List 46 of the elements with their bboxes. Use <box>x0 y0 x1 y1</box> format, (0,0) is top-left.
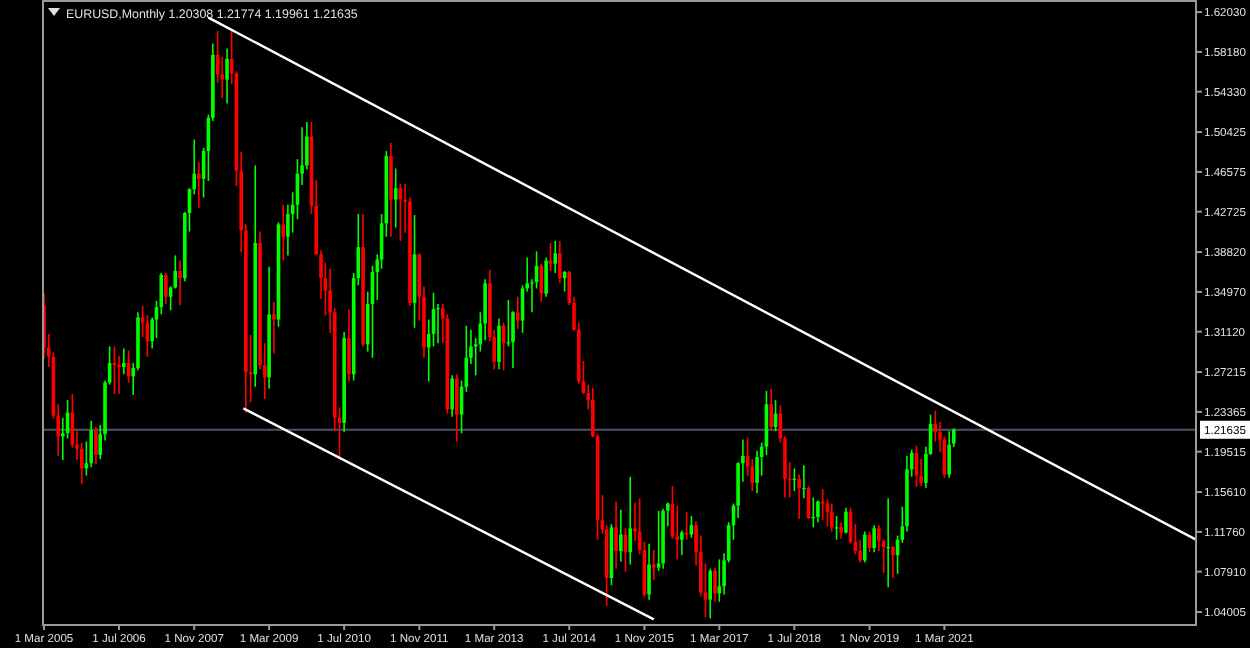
candlestick <box>393 167 398 229</box>
candlestick <box>769 387 774 431</box>
candlestick <box>647 543 651 601</box>
candlestick <box>844 506 848 535</box>
candlestick <box>872 524 876 553</box>
candlestick <box>117 354 121 395</box>
candlestick <box>816 499 820 523</box>
candlestick <box>839 521 843 540</box>
candlestick <box>947 430 951 479</box>
candlestick <box>89 420 93 469</box>
candlestick <box>281 203 286 262</box>
candlestick <box>614 500 618 570</box>
candlestick <box>619 508 623 563</box>
candlestick <box>820 488 825 521</box>
candlestick <box>811 496 816 529</box>
candlestick <box>680 529 684 557</box>
candlestick <box>94 426 98 466</box>
candlestick <box>713 566 717 603</box>
candlestick <box>834 515 839 541</box>
candlestick <box>558 240 562 285</box>
candlestick <box>347 308 351 383</box>
candlestick <box>164 272 168 305</box>
candlestick <box>389 141 393 238</box>
candlestick <box>684 511 689 541</box>
candlestick <box>797 473 801 520</box>
candlestick <box>755 450 759 494</box>
candlestick <box>122 347 126 376</box>
candlestick <box>178 259 182 306</box>
candlestick <box>544 256 548 298</box>
candlestick <box>553 240 558 274</box>
candlestick <box>225 47 229 105</box>
candlestick <box>272 301 276 355</box>
candlestick <box>717 558 722 603</box>
candlestick <box>802 464 806 500</box>
candlestick <box>454 373 459 443</box>
candlestick <box>829 502 834 533</box>
candlestick <box>628 475 633 566</box>
candlestick <box>891 545 895 579</box>
candlestick <box>515 295 520 330</box>
candlestick <box>652 549 656 581</box>
candlestick <box>862 530 867 564</box>
candlestick <box>197 161 201 209</box>
candlestick <box>497 317 501 370</box>
candlestick <box>886 497 890 589</box>
candlestick <box>450 374 454 418</box>
candlestick <box>708 567 713 620</box>
